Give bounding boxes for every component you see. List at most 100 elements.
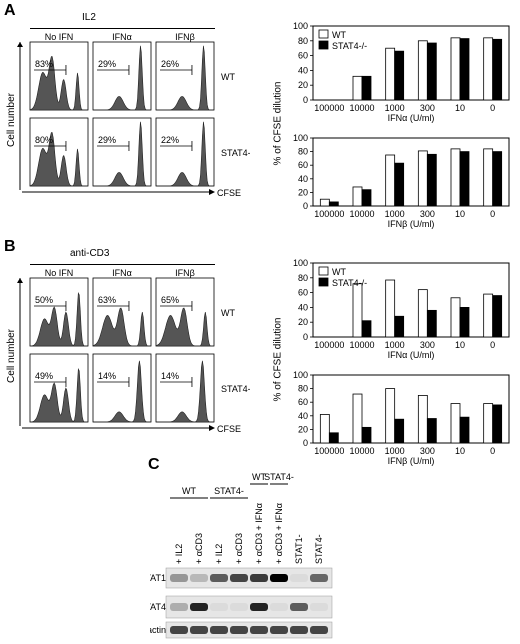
x-tick-label: 10 xyxy=(455,446,465,456)
x-axis-label: IFNα (U/ml) xyxy=(388,113,435,123)
histogram-curve xyxy=(93,121,151,187)
y-tick-label: 40 xyxy=(298,302,308,312)
legend-label: WT xyxy=(332,267,346,277)
x-tick-label: 1000 xyxy=(385,340,405,350)
blot-band xyxy=(250,574,268,582)
histogram-curve xyxy=(92,307,151,347)
bar xyxy=(328,432,339,444)
bar xyxy=(394,315,405,338)
row-label: WT xyxy=(221,308,235,318)
x-axis-label: IFNα (U/ml) xyxy=(388,350,435,360)
bar xyxy=(450,297,461,338)
flow-cytometry-grid-a: No IFN IFNα IFNβ WT 83% 29% 26% STAT4-/- 80% 29% 2… xyxy=(6,32,250,198)
lane-label: + IL2 xyxy=(214,544,224,564)
bar xyxy=(361,75,372,101)
x-tick-label: 10000 xyxy=(349,209,374,219)
y-tick-label: 0 xyxy=(303,332,308,342)
bar xyxy=(385,388,396,444)
lane-label: + αCD3 + IFNα xyxy=(274,503,284,564)
y-tick-label: 20 xyxy=(298,317,308,327)
x-axis-label: IFNβ (U/ml) xyxy=(388,456,435,466)
x-tick-label: 300 xyxy=(420,446,435,456)
plot-frame xyxy=(312,137,510,207)
bar xyxy=(361,189,372,207)
blot-band xyxy=(290,603,308,611)
gate-percent: 22% xyxy=(161,135,179,145)
x-tick-label: 0 xyxy=(490,103,495,113)
bar xyxy=(492,404,503,444)
y-tick-label: 60 xyxy=(298,288,308,298)
blot-band xyxy=(230,603,248,611)
panel-letter-a: A xyxy=(4,2,16,19)
blot-band xyxy=(210,626,228,634)
y-tick-label: 20 xyxy=(298,187,308,197)
histogram-curve xyxy=(155,307,214,347)
condition-label-b: anti-CD3 xyxy=(70,248,110,259)
legend-label: STAT4-/- xyxy=(332,41,367,51)
row-label: WT xyxy=(221,72,235,82)
bar xyxy=(459,416,470,444)
blot-band xyxy=(190,603,208,611)
bar xyxy=(417,150,428,207)
bar xyxy=(492,151,503,207)
bar xyxy=(352,186,363,207)
bar xyxy=(394,418,405,444)
x-tick-label: 300 xyxy=(420,340,435,350)
y-tick-label: 60 xyxy=(298,160,308,170)
y-axis-label-a: % of CFSE dilution xyxy=(272,81,284,166)
y-tick-label: 80 xyxy=(298,273,308,283)
x-tick-label: 0 xyxy=(490,446,495,456)
bar xyxy=(361,320,372,338)
lane-label: + αCD3 + IFNα xyxy=(254,503,264,564)
bar xyxy=(483,148,494,207)
group-label: WT xyxy=(252,472,266,482)
gate-percent: 50% xyxy=(35,295,53,305)
x-tick-label: 10000 xyxy=(349,103,374,113)
blot-band xyxy=(230,626,248,634)
bar xyxy=(385,279,396,338)
panel-letter-b: B xyxy=(4,238,16,255)
column-label: IFNβ xyxy=(175,32,195,42)
condition-underline-a xyxy=(30,28,215,29)
gate-percent: 14% xyxy=(161,371,179,381)
y-tick-label: 0 xyxy=(303,438,308,448)
bar xyxy=(328,201,339,207)
bar xyxy=(361,426,372,444)
legend-swatch xyxy=(318,40,329,50)
bar xyxy=(483,37,494,101)
lane-label: + IL2 xyxy=(174,544,184,564)
gate-percent: 29% xyxy=(98,59,116,69)
blot-band xyxy=(310,603,328,611)
blot-band xyxy=(190,574,208,582)
blot-strip xyxy=(165,621,333,639)
x-arrow-head xyxy=(209,189,215,195)
legend-swatch xyxy=(318,277,329,287)
histogram-curve xyxy=(93,360,151,423)
row-label: STAT4-/- xyxy=(221,384,250,394)
plot-frame xyxy=(312,262,510,338)
y-axis-label: Cell number xyxy=(6,92,17,147)
lane-label: STAT1- xyxy=(294,534,304,564)
bar xyxy=(450,403,461,444)
column-label: IFNα xyxy=(112,32,132,42)
x-tick-label: 300 xyxy=(420,209,435,219)
legend-label: WT xyxy=(332,30,346,40)
y-tick-label: 60 xyxy=(298,397,308,407)
legend-swatch xyxy=(318,29,329,39)
bar xyxy=(352,75,363,101)
blot-band xyxy=(170,626,188,634)
panel-letter-c: C xyxy=(148,456,160,473)
y-tick-label: 80 xyxy=(298,147,308,157)
y-tick-label: 20 xyxy=(298,80,308,90)
bar xyxy=(319,198,330,207)
column-label: IFNβ xyxy=(175,268,195,278)
bar xyxy=(394,50,405,101)
bar xyxy=(417,40,428,101)
column-label: No IFN xyxy=(45,268,74,278)
histogram-curve xyxy=(29,368,88,423)
gate-percent: 83% xyxy=(35,59,53,69)
x-tick-label: 10000 xyxy=(349,446,374,456)
bar xyxy=(426,153,437,207)
